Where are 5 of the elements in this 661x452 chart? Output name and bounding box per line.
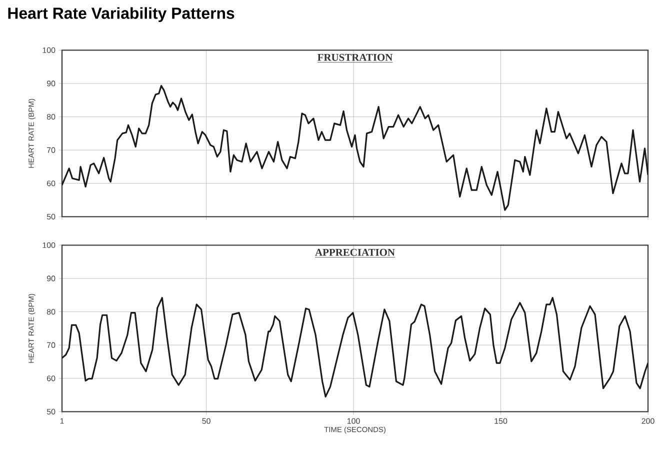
- chart-subtitle: FRUSTRATION: [318, 54, 393, 61]
- chart-subtitle: APPRECIATION: [315, 248, 395, 256]
- line-series: [62, 297, 648, 398]
- line-series: [62, 85, 648, 211]
- chart-title: Heart Rate Variability Patterns: [8, 7, 234, 22]
